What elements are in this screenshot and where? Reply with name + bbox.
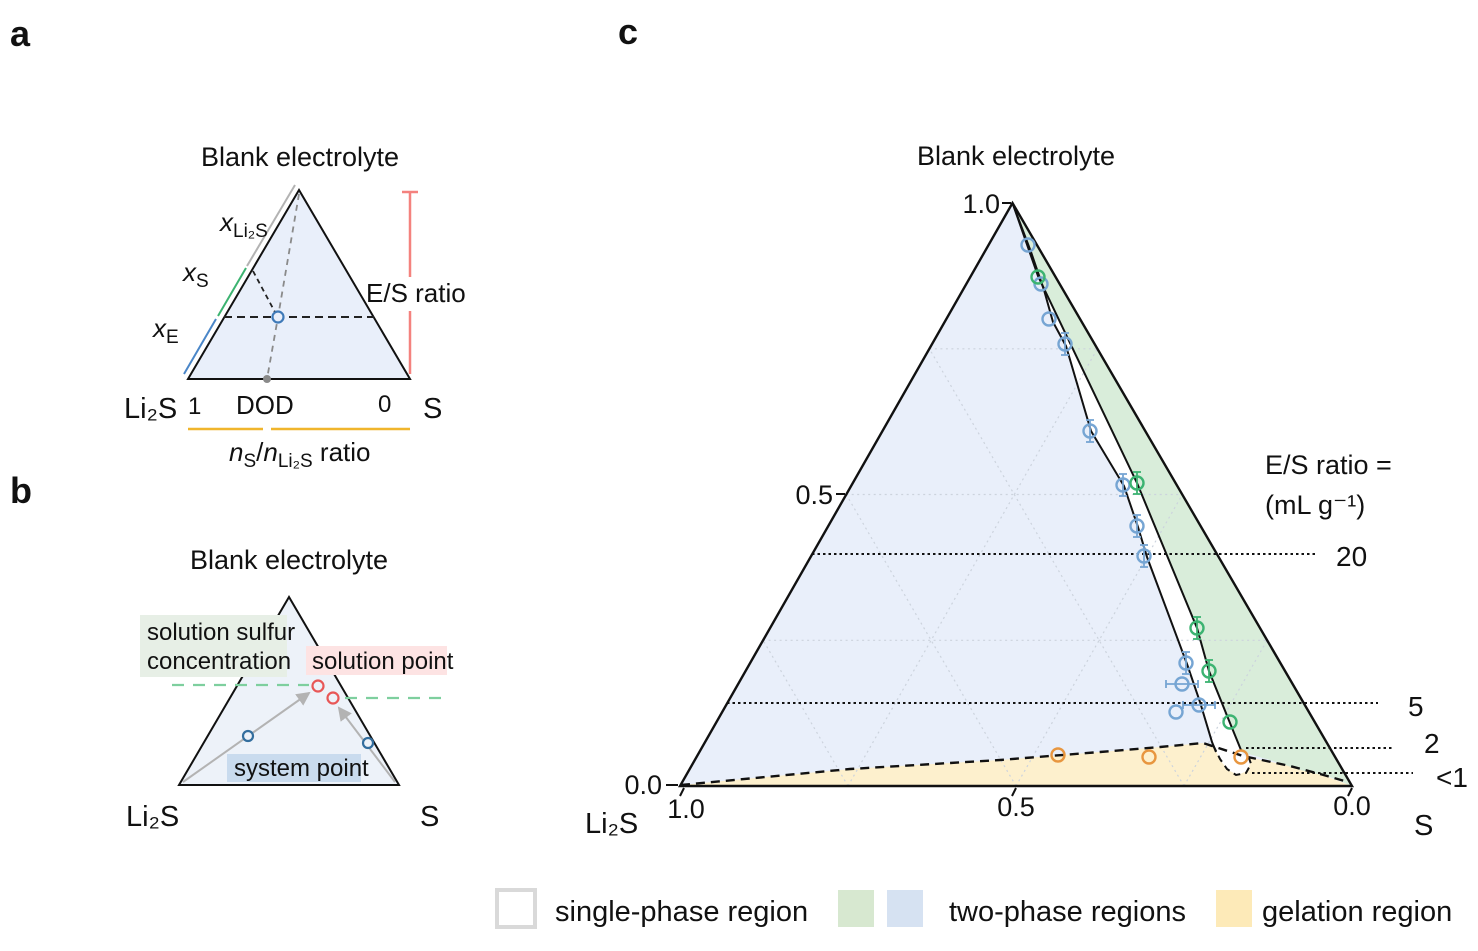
left-tick-1.0: 1.0 <box>962 189 1000 219</box>
panel-a-triangle <box>186 188 412 380</box>
data-point <box>1030 269 1046 285</box>
x-s-axis-segment <box>217 267 247 317</box>
es-line-label-0: 20 <box>1336 541 1367 572</box>
panel-b-triangle <box>177 595 401 786</box>
data-point <box>1129 475 1145 491</box>
x-e-axis-segment <box>183 318 217 375</box>
xs-dashed-line <box>252 270 277 315</box>
solution-point-label: solution point <box>312 648 454 675</box>
bottom-tick-0.0: 0.0 <box>1333 791 1371 821</box>
data-point <box>1174 676 1190 692</box>
panel-c-letter: c <box>618 11 638 52</box>
solution-sulfur-label-2: concentration <box>147 648 291 675</box>
gelation-region <box>680 743 1352 786</box>
solution-point-marker-2 <box>326 691 340 705</box>
solution-sulfur-highlight <box>140 615 287 677</box>
panel-b-li2s-corner: Li₂S <box>126 801 179 833</box>
left-tick-0.5: 0.5 <box>795 480 833 510</box>
x-e-label: xE <box>151 313 179 348</box>
orange-gelation-points <box>1050 747 1249 765</box>
blue-boundary-points <box>1020 237 1216 720</box>
ns-ratio-label: nS/nLi₂S ratio <box>229 437 371 472</box>
panel-a-letter: a <box>10 13 31 54</box>
es-line-label-1: 5 <box>1408 691 1424 722</box>
legend-label-single-phase: single-phase region <box>555 896 808 928</box>
bottom-tick-0.5: 0.5 <box>997 792 1035 822</box>
panel-b-title: Blank electrolyte <box>190 545 388 575</box>
panel-a-title: Blank electrolyte <box>201 142 399 172</box>
legend-swatch-single-phase <box>495 888 537 929</box>
left-tick-0.0: 0.0 <box>624 770 662 800</box>
panel-c: c Blank electrolyte 20 52<1 <box>585 11 1468 842</box>
panel-c-s-corner: S <box>1414 810 1433 842</box>
panel-b-s-corner: S <box>420 801 439 833</box>
data-point <box>1082 423 1098 439</box>
data-point <box>1168 704 1184 720</box>
es-line-label-2: 2 <box>1424 728 1440 759</box>
panel-c-title: Blank electrolyte <box>917 141 1115 171</box>
es-ratio-title: E/S ratio = <box>1265 450 1392 480</box>
dod-tick-1: 1 <box>188 393 201 420</box>
es-ratio-lines: 20 52<1 <box>727 541 1468 793</box>
system-point-marker-1 <box>241 729 255 743</box>
panel-a-li2s-corner: Li₂S <box>124 393 177 425</box>
es-ratio-unit: (mL g⁻¹) <box>1265 490 1365 520</box>
system-point-marker-2 <box>361 736 375 750</box>
data-point <box>1115 477 1131 493</box>
gelation-notch-dashed <box>1212 744 1253 777</box>
panel-c-triangle-outline <box>677 200 1355 788</box>
data-point <box>1178 655 1194 671</box>
solution-point-highlight <box>306 646 447 675</box>
system-point-label: system point <box>234 755 369 782</box>
data-point <box>1141 749 1157 765</box>
data-point <box>1057 336 1073 352</box>
x-li2s-axis-segment <box>246 184 296 267</box>
solution-point-marker-1 <box>311 679 325 693</box>
data-point <box>1041 311 1057 327</box>
data-point <box>1222 714 1238 730</box>
ternary-gridlines <box>762 348 1268 787</box>
data-point <box>1191 697 1207 713</box>
legend-swatch-gelation <box>1216 890 1252 927</box>
data-point <box>1136 548 1152 564</box>
legend-swatch-two-phase-green <box>838 890 874 927</box>
data-point <box>1201 663 1217 679</box>
data-point <box>1129 518 1145 534</box>
system-point-highlight <box>227 754 361 782</box>
legend-label-two-phase: two-phase regions <box>949 896 1186 928</box>
es-ratio-label-a: E/S ratio <box>366 278 466 308</box>
legend-label-gelation: gelation region <box>1262 896 1452 928</box>
panel-b: b Blank electrolyte solution sulfur conc… <box>10 470 454 833</box>
bottom-tick-1.0: 1.0 <box>667 794 705 824</box>
x-li2s-label: xLi₂S <box>218 207 268 242</box>
dod-label: DOD <box>236 390 294 420</box>
panel-b-letter: b <box>10 470 32 511</box>
axis-ticks <box>666 202 1353 797</box>
data-points-layer <box>1020 237 1249 765</box>
green-boundary-points <box>1030 269 1238 730</box>
dod-tick-0: 0 <box>378 391 391 418</box>
system-point-marker-a <box>271 310 285 324</box>
data-point <box>1233 749 1249 765</box>
data-point <box>1189 620 1205 636</box>
es-line-label-3: <1 <box>1436 762 1468 793</box>
gelation-boundary-dashed <box>680 741 1349 787</box>
figure-legend: single-phase region two-phase regions ge… <box>495 888 1452 929</box>
panel-c-li2s-corner: Li₂S <box>585 808 638 840</box>
dod-dot <box>263 375 271 383</box>
legend-swatch-two-phase-blue <box>887 890 923 927</box>
solution-sulfur-label-1: solution sulfur <box>147 619 295 646</box>
data-point <box>1020 237 1036 253</box>
x-s-label: xS <box>181 257 209 292</box>
data-point <box>1050 747 1066 763</box>
panel-a: a Blank electrolyte xLi₂S xS xE E/S rati… <box>10 13 466 472</box>
panel-a-s-corner: S <box>423 393 442 425</box>
data-point <box>1033 276 1049 292</box>
